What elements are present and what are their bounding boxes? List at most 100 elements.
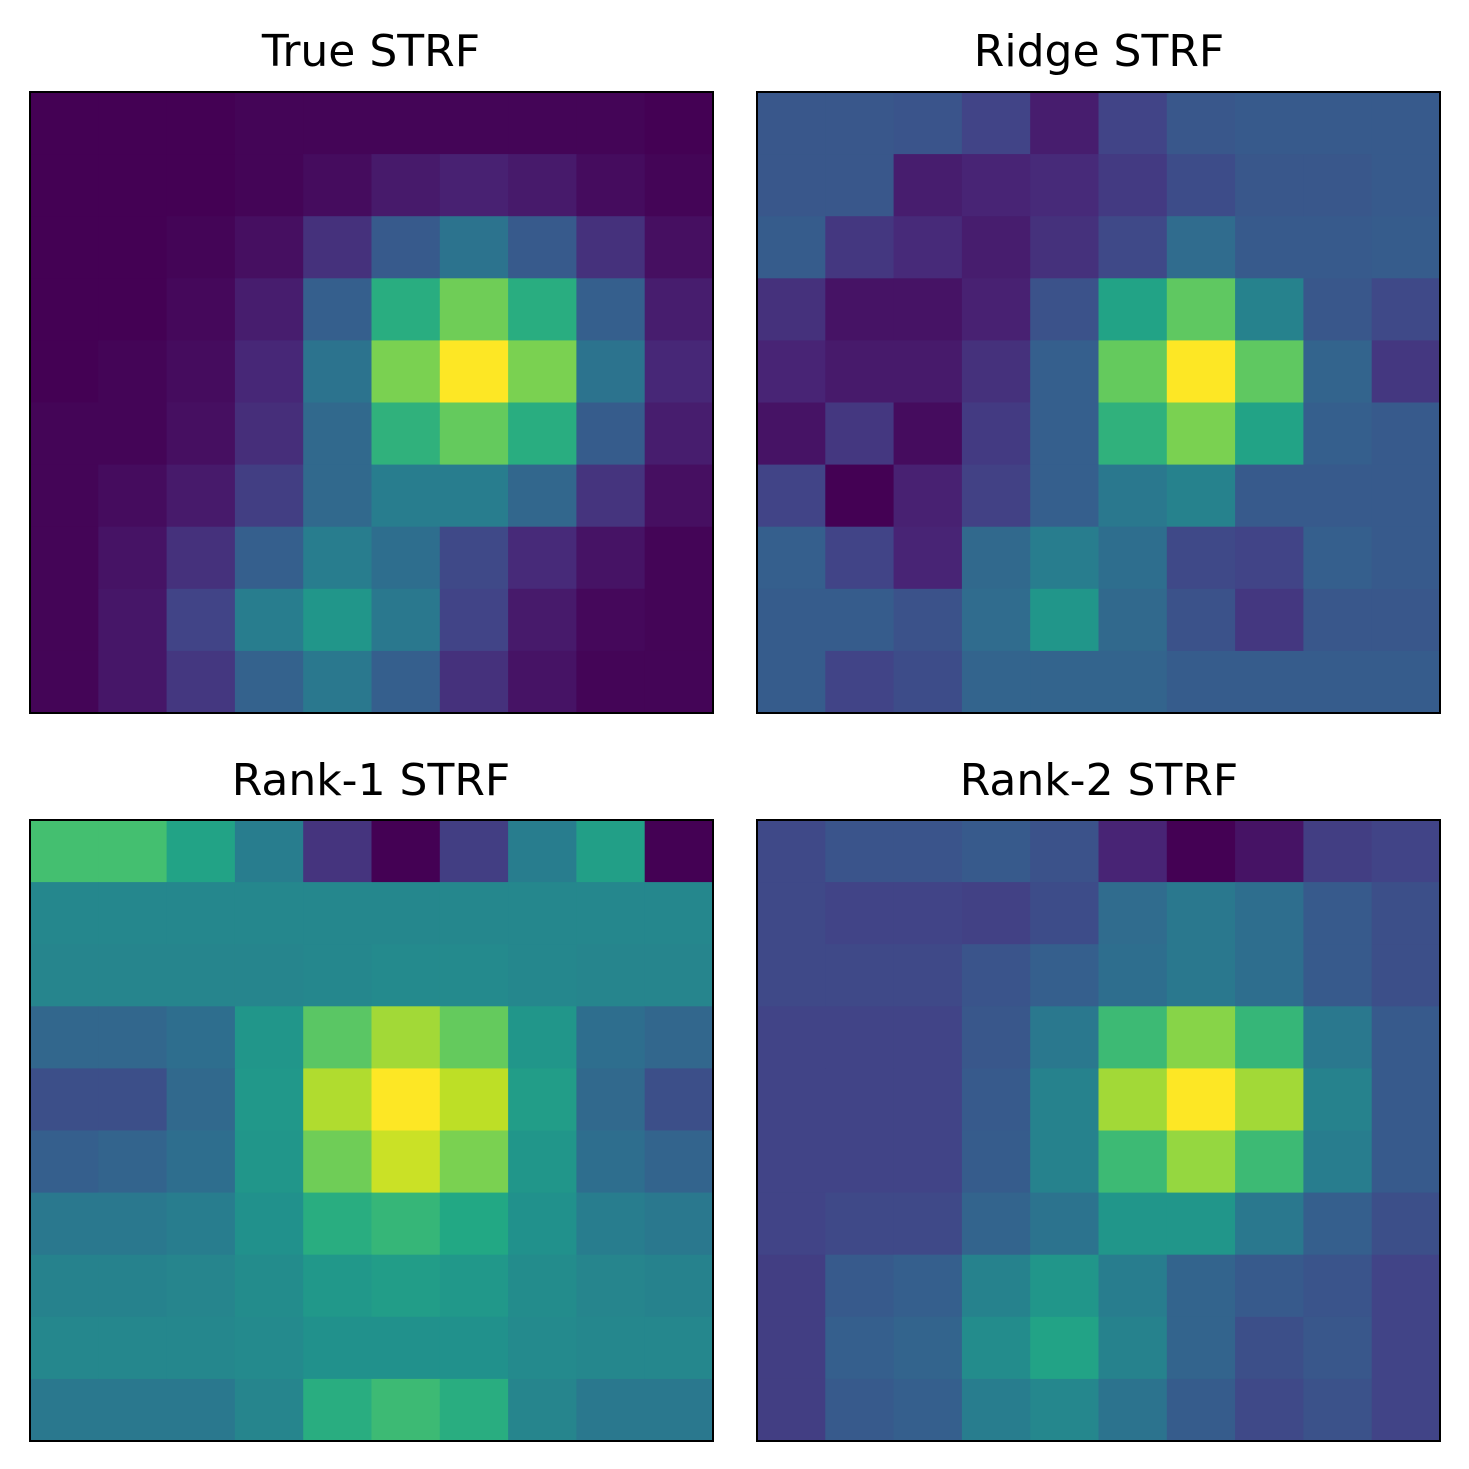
heatmap-cell-rank1-strf-r4-c5 xyxy=(371,1068,441,1132)
heatmap-cell-rank2-strf-r4-c7 xyxy=(1235,1068,1304,1132)
heatmap-cell-rank1-strf-r4-c9 xyxy=(644,1068,714,1132)
heatmap-cell-ridge-strf-r8-c0 xyxy=(757,588,826,652)
heatmap-cell-true-strf-r8-c9 xyxy=(644,588,714,652)
heatmap-cell-rank2-strf-r2-c2 xyxy=(893,944,963,1007)
heatmap-cell-true-strf-r5-c6 xyxy=(439,402,509,466)
heatmap-cell-rank1-strf-r0-c9 xyxy=(644,820,714,883)
heatmap-rank1-strf xyxy=(30,820,714,1442)
heatmap-cell-true-strf-r7-c1 xyxy=(98,526,168,590)
heatmap-cell-rank1-strf-r7-c3 xyxy=(234,1254,304,1318)
heatmap-cell-ridge-strf-r2-c5 xyxy=(1098,216,1168,279)
heatmap-cell-true-strf-r0-c6 xyxy=(439,92,509,155)
heatmap-cell-rank2-strf-r0-c0 xyxy=(757,820,826,883)
heatmap-cell-rank2-strf-r0-c4 xyxy=(1030,820,1100,883)
heatmap-cell-ridge-strf-r9-c8 xyxy=(1303,650,1373,714)
heatmap-ridge-strf xyxy=(757,92,1441,714)
heatmap-cell-rank2-strf-r0-c5 xyxy=(1098,820,1168,883)
heatmap-cell-rank1-strf-r2-c8 xyxy=(576,944,646,1007)
heatmap-cell-rank2-strf-r6-c5 xyxy=(1098,1192,1168,1256)
heatmap-cell-true-strf-r5-c9 xyxy=(644,402,714,466)
heatmap-cell-true-strf-r5-c7 xyxy=(508,402,577,466)
heatmap-cell-rank2-strf-r2-c7 xyxy=(1235,944,1304,1007)
heatmap-cell-ridge-strf-r5-c3 xyxy=(961,402,1031,466)
heatmap-cell-rank1-strf-r7-c9 xyxy=(644,1254,714,1318)
heatmap-cell-ridge-strf-r5-c8 xyxy=(1303,402,1373,466)
heatmap-cell-rank2-strf-r5-c4 xyxy=(1030,1130,1100,1194)
heatmap-cell-true-strf-r0-c1 xyxy=(98,92,168,155)
heatmap-cell-rank2-strf-r3-c4 xyxy=(1030,1006,1100,1069)
heatmap-cell-rank2-strf-r1-c3 xyxy=(961,882,1031,945)
heatmap-cell-rank1-strf-r8-c0 xyxy=(30,1316,99,1380)
heatmap-cell-rank2-strf-r3-c7 xyxy=(1235,1006,1304,1069)
heatmap-cell-rank2-strf-r0-c6 xyxy=(1166,820,1236,883)
heatmap-cell-rank2-strf-r6-c1 xyxy=(825,1192,895,1256)
heatmap-cell-rank2-strf-r3-c0 xyxy=(757,1006,826,1069)
heatmap-cell-true-strf-r4-c2 xyxy=(166,340,236,404)
heatmap-cell-ridge-strf-r9-c6 xyxy=(1166,650,1236,714)
heatmap-cell-true-strf-r3-c0 xyxy=(30,278,99,341)
heatmap-cell-rank1-strf-r2-c9 xyxy=(644,944,714,1007)
heatmap-cell-true-strf-r3-c6 xyxy=(439,278,509,341)
heatmap-cell-rank2-strf-r6-c9 xyxy=(1371,1192,1441,1256)
heatmap-cell-true-strf-r0-c5 xyxy=(371,92,441,155)
heatmap-cell-rank2-strf-r2-c6 xyxy=(1166,944,1236,1007)
heatmap-cell-true-strf-r3-c7 xyxy=(508,278,577,341)
heatmap-cell-true-strf-r6-c2 xyxy=(166,464,236,528)
heatmap-cell-ridge-strf-r4-c5 xyxy=(1098,340,1168,404)
heatmap-cell-rank1-strf-r2-c4 xyxy=(303,944,373,1007)
heatmap-cell-true-strf-r9-c2 xyxy=(166,650,236,714)
heatmap-cell-ridge-strf-r4-c8 xyxy=(1303,340,1373,404)
heatmap-cell-ridge-strf-r7-c6 xyxy=(1166,526,1236,590)
heatmap-cell-true-strf-r8-c3 xyxy=(234,588,304,652)
heatmap-cell-true-strf-r4-c7 xyxy=(508,340,577,404)
heatmap-cell-rank1-strf-r6-c3 xyxy=(234,1192,304,1256)
heatmap-cell-true-strf-r7-c5 xyxy=(371,526,441,590)
heatmap-cell-rank1-strf-r8-c8 xyxy=(576,1316,646,1380)
heatmap-cell-ridge-strf-r7-c9 xyxy=(1371,526,1441,590)
heatmap-cell-rank1-strf-r4-c4 xyxy=(303,1068,373,1132)
heatmap-cell-rank2-strf-r0-c1 xyxy=(825,820,895,883)
heatmap-cell-ridge-strf-r7-c1 xyxy=(825,526,895,590)
heatmap-cell-true-strf-r1-c4 xyxy=(303,154,373,217)
heatmap-cell-rank1-strf-r9-c2 xyxy=(166,1378,236,1442)
heatmap-cell-rank2-strf-r4-c8 xyxy=(1303,1068,1373,1132)
heatmap-cell-true-strf-r9-c1 xyxy=(98,650,168,714)
heatmap-cell-rank2-strf-r8-c6 xyxy=(1166,1316,1236,1380)
heatmap-cell-true-strf-r8-c1 xyxy=(98,588,168,652)
heatmap-cell-ridge-strf-r4-c6 xyxy=(1166,340,1236,404)
heatmap-cell-ridge-strf-r7-c2 xyxy=(893,526,963,590)
heatmap-cell-ridge-strf-r0-c1 xyxy=(825,92,895,155)
heatmap-cell-ridge-strf-r3-c9 xyxy=(1371,278,1441,341)
heatmap-cell-true-strf-r3-c3 xyxy=(234,278,304,341)
heatmap-cell-rank2-strf-r9-c7 xyxy=(1235,1378,1304,1442)
heatmap-cell-true-strf-r7-c9 xyxy=(644,526,714,590)
heatmap-cell-rank2-strf-r2-c9 xyxy=(1371,944,1441,1007)
heatmap-cell-true-strf-r5-c1 xyxy=(98,402,168,466)
heatmap-cell-rank2-strf-r1-c9 xyxy=(1371,882,1441,945)
heatmap-cell-ridge-strf-r0-c0 xyxy=(757,92,826,155)
heatmap-cell-true-strf-r0-c2 xyxy=(166,92,236,155)
heatmap-cell-ridge-strf-r0-c9 xyxy=(1371,92,1441,155)
heatmap-cell-rank1-strf-r1-c8 xyxy=(576,882,646,945)
heatmap-cell-ridge-strf-r5-c6 xyxy=(1166,402,1236,466)
heatmap-cell-true-strf-r6-c7 xyxy=(508,464,577,528)
heatmap-cell-rank1-strf-r9-c9 xyxy=(644,1378,714,1442)
heatmap-cell-ridge-strf-r1-c4 xyxy=(1030,154,1100,217)
heatmap-cell-rank1-strf-r0-c5 xyxy=(371,820,441,883)
heatmap-cell-true-strf-r6-c0 xyxy=(30,464,99,528)
heatmap-cell-rank2-strf-r4-c1 xyxy=(825,1068,895,1132)
heatmap-cell-rank1-strf-r1-c1 xyxy=(98,882,168,945)
heatmap-cell-rank2-strf-r6-c3 xyxy=(961,1192,1031,1256)
heatmap-cell-rank2-strf-r7-c5 xyxy=(1098,1254,1168,1318)
heatmap-cell-ridge-strf-r1-c0 xyxy=(757,154,826,217)
heatmap-cell-rank1-strf-r2-c2 xyxy=(166,944,236,1007)
heatmap-cell-rank1-strf-r1-c9 xyxy=(644,882,714,945)
heatmap-cell-true-strf-r6-c3 xyxy=(234,464,304,528)
heatmap-cell-ridge-strf-r5-c9 xyxy=(1371,402,1441,466)
heatmap-cell-rank2-strf-r9-c5 xyxy=(1098,1378,1168,1442)
heatmap-cell-true-strf-r8-c8 xyxy=(576,588,646,652)
heatmap-cell-rank1-strf-r0-c7 xyxy=(508,820,577,883)
heatmap-cell-ridge-strf-r9-c1 xyxy=(825,650,895,714)
heatmap-true-strf xyxy=(30,92,714,714)
heatmap-cell-rank2-strf-r3-c8 xyxy=(1303,1006,1373,1069)
